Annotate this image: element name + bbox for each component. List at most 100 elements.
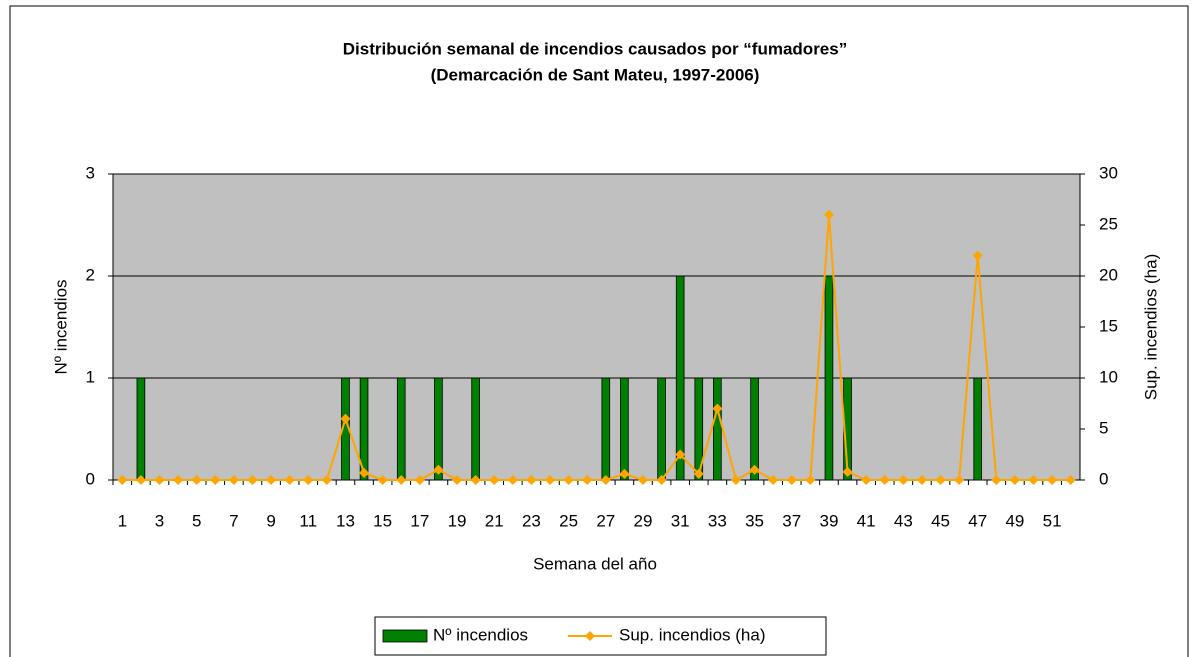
line-marker bbox=[637, 475, 648, 485]
line-series bbox=[122, 214, 1071, 482]
y2-tick-label: 10 bbox=[1099, 367, 1118, 386]
y-tick-label: 3 bbox=[86, 163, 95, 182]
x-tick-label: 35 bbox=[745, 511, 764, 530]
x-axis-label: Semana del año bbox=[533, 554, 657, 573]
line-marker bbox=[954, 475, 965, 485]
line-marker bbox=[377, 475, 388, 485]
line-marker bbox=[117, 475, 128, 485]
line-marker bbox=[935, 475, 946, 485]
line-marker bbox=[805, 475, 816, 485]
legend-label: Sup. incendios (ha) bbox=[619, 625, 765, 644]
line-marker bbox=[1065, 475, 1076, 485]
chart-title: Distribución semanal de incendios causad… bbox=[343, 39, 847, 58]
line-marker bbox=[582, 475, 593, 485]
line-marker bbox=[600, 475, 611, 485]
line-marker bbox=[768, 475, 779, 485]
line-marker bbox=[247, 475, 258, 485]
y2-tick-label: 30 bbox=[1099, 163, 1118, 182]
bar bbox=[657, 377, 666, 481]
bar bbox=[713, 377, 722, 481]
y2-tick-label: 5 bbox=[1099, 418, 1108, 437]
line-marker bbox=[284, 475, 295, 485]
chart-subtitle: (Demarcación de Sant Mateu, 1997-2006) bbox=[431, 65, 760, 84]
legend-label: Nº incendios bbox=[433, 625, 528, 644]
line-marker bbox=[842, 466, 853, 477]
line-marker bbox=[1028, 475, 1039, 485]
y-tick-label: 1 bbox=[86, 367, 95, 386]
x-tick-label: 31 bbox=[671, 511, 690, 530]
line-marker bbox=[526, 475, 537, 485]
line-marker bbox=[191, 475, 202, 485]
bar bbox=[434, 377, 443, 481]
x-tick-label: 23 bbox=[522, 511, 541, 530]
x-tick-label: 5 bbox=[192, 511, 201, 530]
bar bbox=[471, 377, 480, 481]
line-marker bbox=[489, 475, 500, 485]
x-tick-label: 19 bbox=[448, 511, 467, 530]
line-marker bbox=[563, 475, 574, 485]
line-marker bbox=[749, 464, 760, 475]
line-marker bbox=[656, 475, 667, 485]
line-marker bbox=[916, 475, 927, 485]
y-tick-label: 2 bbox=[86, 265, 95, 284]
plot-area bbox=[112, 173, 1081, 481]
x-tick-label: 29 bbox=[634, 511, 653, 530]
x-tick-label: 47 bbox=[968, 511, 987, 530]
x-tick-label: 3 bbox=[155, 511, 164, 530]
y2-tick-label: 25 bbox=[1099, 214, 1118, 233]
x-tick-label: 7 bbox=[229, 511, 238, 530]
x-tick-label: 51 bbox=[1043, 511, 1062, 530]
line-marker bbox=[340, 413, 351, 424]
bar bbox=[396, 377, 406, 481]
bar bbox=[675, 275, 685, 481]
x-tick-label: 11 bbox=[299, 511, 317, 530]
bar bbox=[973, 377, 983, 481]
line-marker bbox=[433, 464, 444, 475]
line-marker bbox=[823, 209, 834, 220]
y2-axis-label: Sup. incendios (ha) bbox=[1141, 254, 1160, 400]
line-marker bbox=[545, 475, 556, 485]
line-marker bbox=[135, 475, 146, 485]
line-marker bbox=[303, 475, 314, 485]
line-marker bbox=[786, 475, 797, 485]
y-axis-label: Nº incendios bbox=[51, 279, 70, 374]
x-tick-label: 27 bbox=[596, 511, 615, 530]
bar bbox=[824, 275, 834, 481]
x-tick-label: 9 bbox=[266, 511, 275, 530]
x-tick-label: 13 bbox=[336, 511, 355, 530]
line-marker bbox=[898, 475, 909, 485]
x-tick-label: 17 bbox=[410, 511, 429, 530]
line-marker bbox=[712, 403, 723, 414]
line-marker bbox=[396, 475, 407, 485]
bar bbox=[750, 377, 759, 481]
line-marker bbox=[972, 250, 983, 261]
y2-tick-label: 15 bbox=[1099, 316, 1118, 335]
y2-tick-label: 20 bbox=[1099, 265, 1118, 284]
x-tick-label: 43 bbox=[894, 511, 913, 530]
line-marker bbox=[359, 467, 370, 478]
line-marker bbox=[1009, 475, 1020, 485]
line-marker bbox=[210, 475, 221, 485]
line-marker bbox=[154, 475, 165, 485]
x-tick-label: 39 bbox=[819, 511, 838, 530]
x-tick-label: 1 bbox=[118, 511, 127, 530]
legend-swatch bbox=[382, 629, 428, 643]
x-tick-label: 21 bbox=[485, 511, 504, 530]
line-marker bbox=[991, 475, 1002, 485]
bar bbox=[136, 377, 146, 481]
bar bbox=[620, 377, 629, 481]
x-tick-label: 41 bbox=[857, 511, 876, 530]
line-marker bbox=[730, 475, 741, 485]
line-marker bbox=[1047, 475, 1058, 485]
bar bbox=[694, 377, 704, 481]
line-marker bbox=[173, 475, 184, 485]
x-tick-label: 33 bbox=[708, 511, 727, 530]
line-marker bbox=[452, 475, 463, 485]
bar bbox=[601, 377, 611, 481]
x-tick-label: 45 bbox=[931, 511, 950, 530]
line-marker bbox=[693, 468, 704, 479]
bar bbox=[359, 377, 369, 481]
x-tick-label: 25 bbox=[559, 511, 578, 530]
line-marker bbox=[414, 475, 425, 485]
